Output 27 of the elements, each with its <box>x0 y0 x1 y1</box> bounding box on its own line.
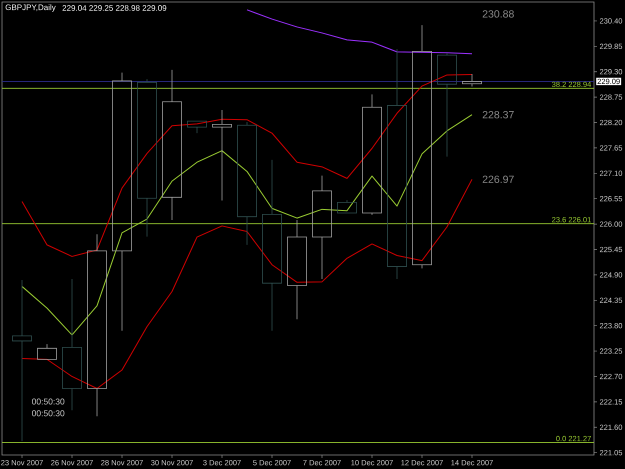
annotation: 00:50:30 <box>32 398 64 405</box>
candlestick <box>212 110 232 201</box>
candlestick <box>462 74 482 87</box>
candlestick <box>387 48 407 280</box>
candlestick <box>87 234 107 417</box>
candlestick <box>412 24 432 269</box>
annotation: 228.37 <box>482 110 514 118</box>
line-series <box>22 178 472 389</box>
chart-title: GBPJPY,Daily <box>6 4 56 12</box>
line-series <box>22 74 472 257</box>
candlestick <box>437 52 457 158</box>
chart-subtitle: 229.04 229.25 228.98 229.09 <box>62 5 166 11</box>
candlestick <box>337 200 357 214</box>
candlestick <box>287 220 307 320</box>
candlestick <box>162 69 182 220</box>
annotation: 230.88 <box>482 10 514 18</box>
candlestick <box>112 72 132 332</box>
candlestick <box>37 344 57 360</box>
candlestick <box>362 94 382 216</box>
candlestick <box>262 160 282 332</box>
annotation: 00:50:30 <box>32 410 64 416</box>
annotation: 226.97 <box>482 176 514 184</box>
candlestick <box>312 175 332 280</box>
candlestick <box>187 120 207 134</box>
candlestick <box>237 122 257 246</box>
candlestick <box>137 78 157 237</box>
candlestick <box>12 280 32 442</box>
